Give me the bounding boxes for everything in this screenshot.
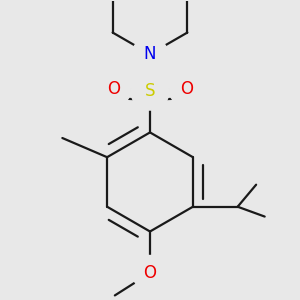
Circle shape	[132, 37, 168, 72]
Circle shape	[96, 72, 131, 107]
Circle shape	[131, 72, 169, 110]
Circle shape	[132, 256, 168, 291]
Text: O: O	[107, 80, 120, 98]
Text: O: O	[143, 264, 157, 282]
Circle shape	[169, 72, 204, 107]
Text: N: N	[144, 45, 156, 63]
Text: O: O	[180, 80, 193, 98]
Text: S: S	[145, 82, 155, 100]
